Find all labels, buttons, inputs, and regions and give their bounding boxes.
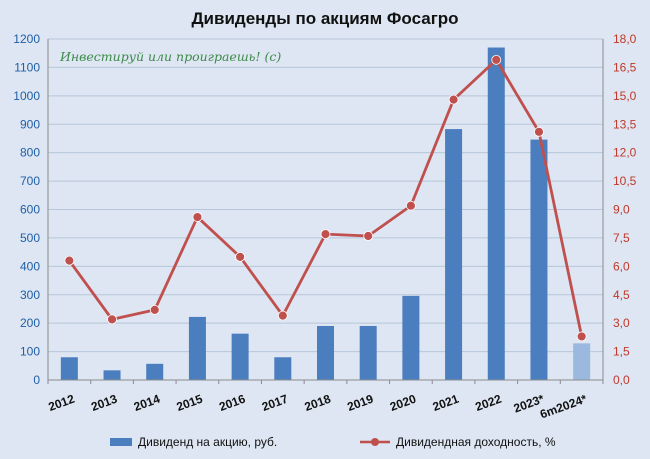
yield-point xyxy=(534,126,544,137)
x-axis: 2012 2013 2014 2015 2016 2017 2018 2019 2020 2021… xyxy=(46,379,604,422)
yield-point xyxy=(320,229,331,240)
bar-series xyxy=(60,47,591,381)
bar xyxy=(487,47,505,381)
yield-point xyxy=(64,255,75,266)
right-axis-tick-label: 4,5 xyxy=(613,288,630,302)
yield-point xyxy=(448,94,459,105)
left-axis: 0 100 200 300 400 500 600 700 800 900 1000 1100 1200 xyxy=(13,32,49,387)
left-axis-tick-label: 1200 xyxy=(13,32,40,46)
right-axis-tick-label: 9,0 xyxy=(613,203,630,217)
bar xyxy=(402,295,420,380)
bar xyxy=(317,326,334,380)
right-axis-tick-label: 18,0 xyxy=(613,32,637,46)
left-axis-tick-label: 600 xyxy=(20,203,40,217)
bar xyxy=(103,370,121,380)
left-axis-tick-label: 0 xyxy=(33,373,40,387)
line-series xyxy=(64,54,587,342)
right-axis-tick-label: 12,0 xyxy=(613,146,637,160)
chart-title: Дивиденды по акциям Фосагро xyxy=(191,9,458,28)
right-axis-tick-label: 16,5 xyxy=(613,60,637,74)
left-axis-tick-label: 800 xyxy=(20,146,40,160)
left-axis-tick-label: 500 xyxy=(20,231,40,245)
x-tick-label: 2019 xyxy=(345,392,375,414)
watermark-annotation: Инвестируй или проиграешь! (с) xyxy=(59,49,281,64)
yield-point xyxy=(277,310,288,321)
x-tick-label: 2020 xyxy=(388,392,418,414)
yield-point xyxy=(107,314,117,325)
right-axis-tick-label: 1,5 xyxy=(613,345,630,359)
right-axis: 0,0 1,5 3,0 4,5 6,0 7,5 9,0 10,5 12,0 13,5 15,0 16,… xyxy=(602,32,637,387)
bar xyxy=(231,333,249,380)
left-axis-tick-label: 700 xyxy=(20,174,40,188)
right-axis-tick-label: 13,5 xyxy=(613,117,637,131)
x-tick-label: 2015 xyxy=(175,392,205,414)
left-axis-tick-label: 900 xyxy=(20,117,40,131)
right-axis-tick-label: 10,5 xyxy=(613,174,637,188)
yield-point xyxy=(192,212,203,222)
right-axis-tick-label: 0,0 xyxy=(613,373,630,387)
x-tick-label: 2022 xyxy=(473,392,503,414)
legend: Дивиденд на акцию, руб. Дивидендная дохо… xyxy=(110,435,556,449)
yield-point xyxy=(491,54,502,65)
bar xyxy=(359,326,377,380)
bar xyxy=(60,357,78,380)
legend-line-label: Дивидендная доходность, % xyxy=(396,435,556,449)
bar xyxy=(530,139,548,380)
x-tick-label: 2014 xyxy=(132,392,162,414)
yield-point xyxy=(149,305,160,315)
left-axis-tick-label: 100 xyxy=(20,345,40,359)
right-axis-tick-label: 3,0 xyxy=(613,316,630,330)
x-tick-label: 2021 xyxy=(431,392,461,414)
x-tick-label: 2013 xyxy=(89,392,119,414)
x-tick-label: 2016 xyxy=(217,392,247,414)
bar xyxy=(188,316,206,380)
x-tick-label: 2017 xyxy=(260,392,290,414)
legend-bar-swatch xyxy=(110,438,132,446)
right-axis-tick-label: 6,0 xyxy=(613,259,630,273)
legend-line-marker xyxy=(371,438,379,446)
bar xyxy=(146,363,164,380)
right-axis-tick-label: 15,0 xyxy=(613,89,637,103)
yield-point xyxy=(405,200,416,211)
yield-point xyxy=(363,231,374,241)
x-tick-label: 2012 xyxy=(46,392,76,414)
x-tick-label: 6m2024* xyxy=(538,392,589,422)
yield-point xyxy=(576,331,587,342)
bar xyxy=(573,343,591,380)
yield-point xyxy=(235,251,246,262)
left-axis-tick-label: 400 xyxy=(20,259,40,273)
bar xyxy=(274,357,292,380)
left-axis-tick-label: 300 xyxy=(20,288,40,302)
x-tick-label: 2018 xyxy=(303,392,333,414)
left-axis-tick-label: 1000 xyxy=(13,89,40,103)
bar xyxy=(445,129,463,380)
gridlines xyxy=(48,38,603,353)
left-axis-tick-label: 1100 xyxy=(14,60,40,74)
right-axis-tick-label: 7,5 xyxy=(613,231,630,245)
left-axis-tick-label: 200 xyxy=(20,316,40,330)
legend-bar-label: Дивиденд на акцию, руб. xyxy=(138,435,277,449)
